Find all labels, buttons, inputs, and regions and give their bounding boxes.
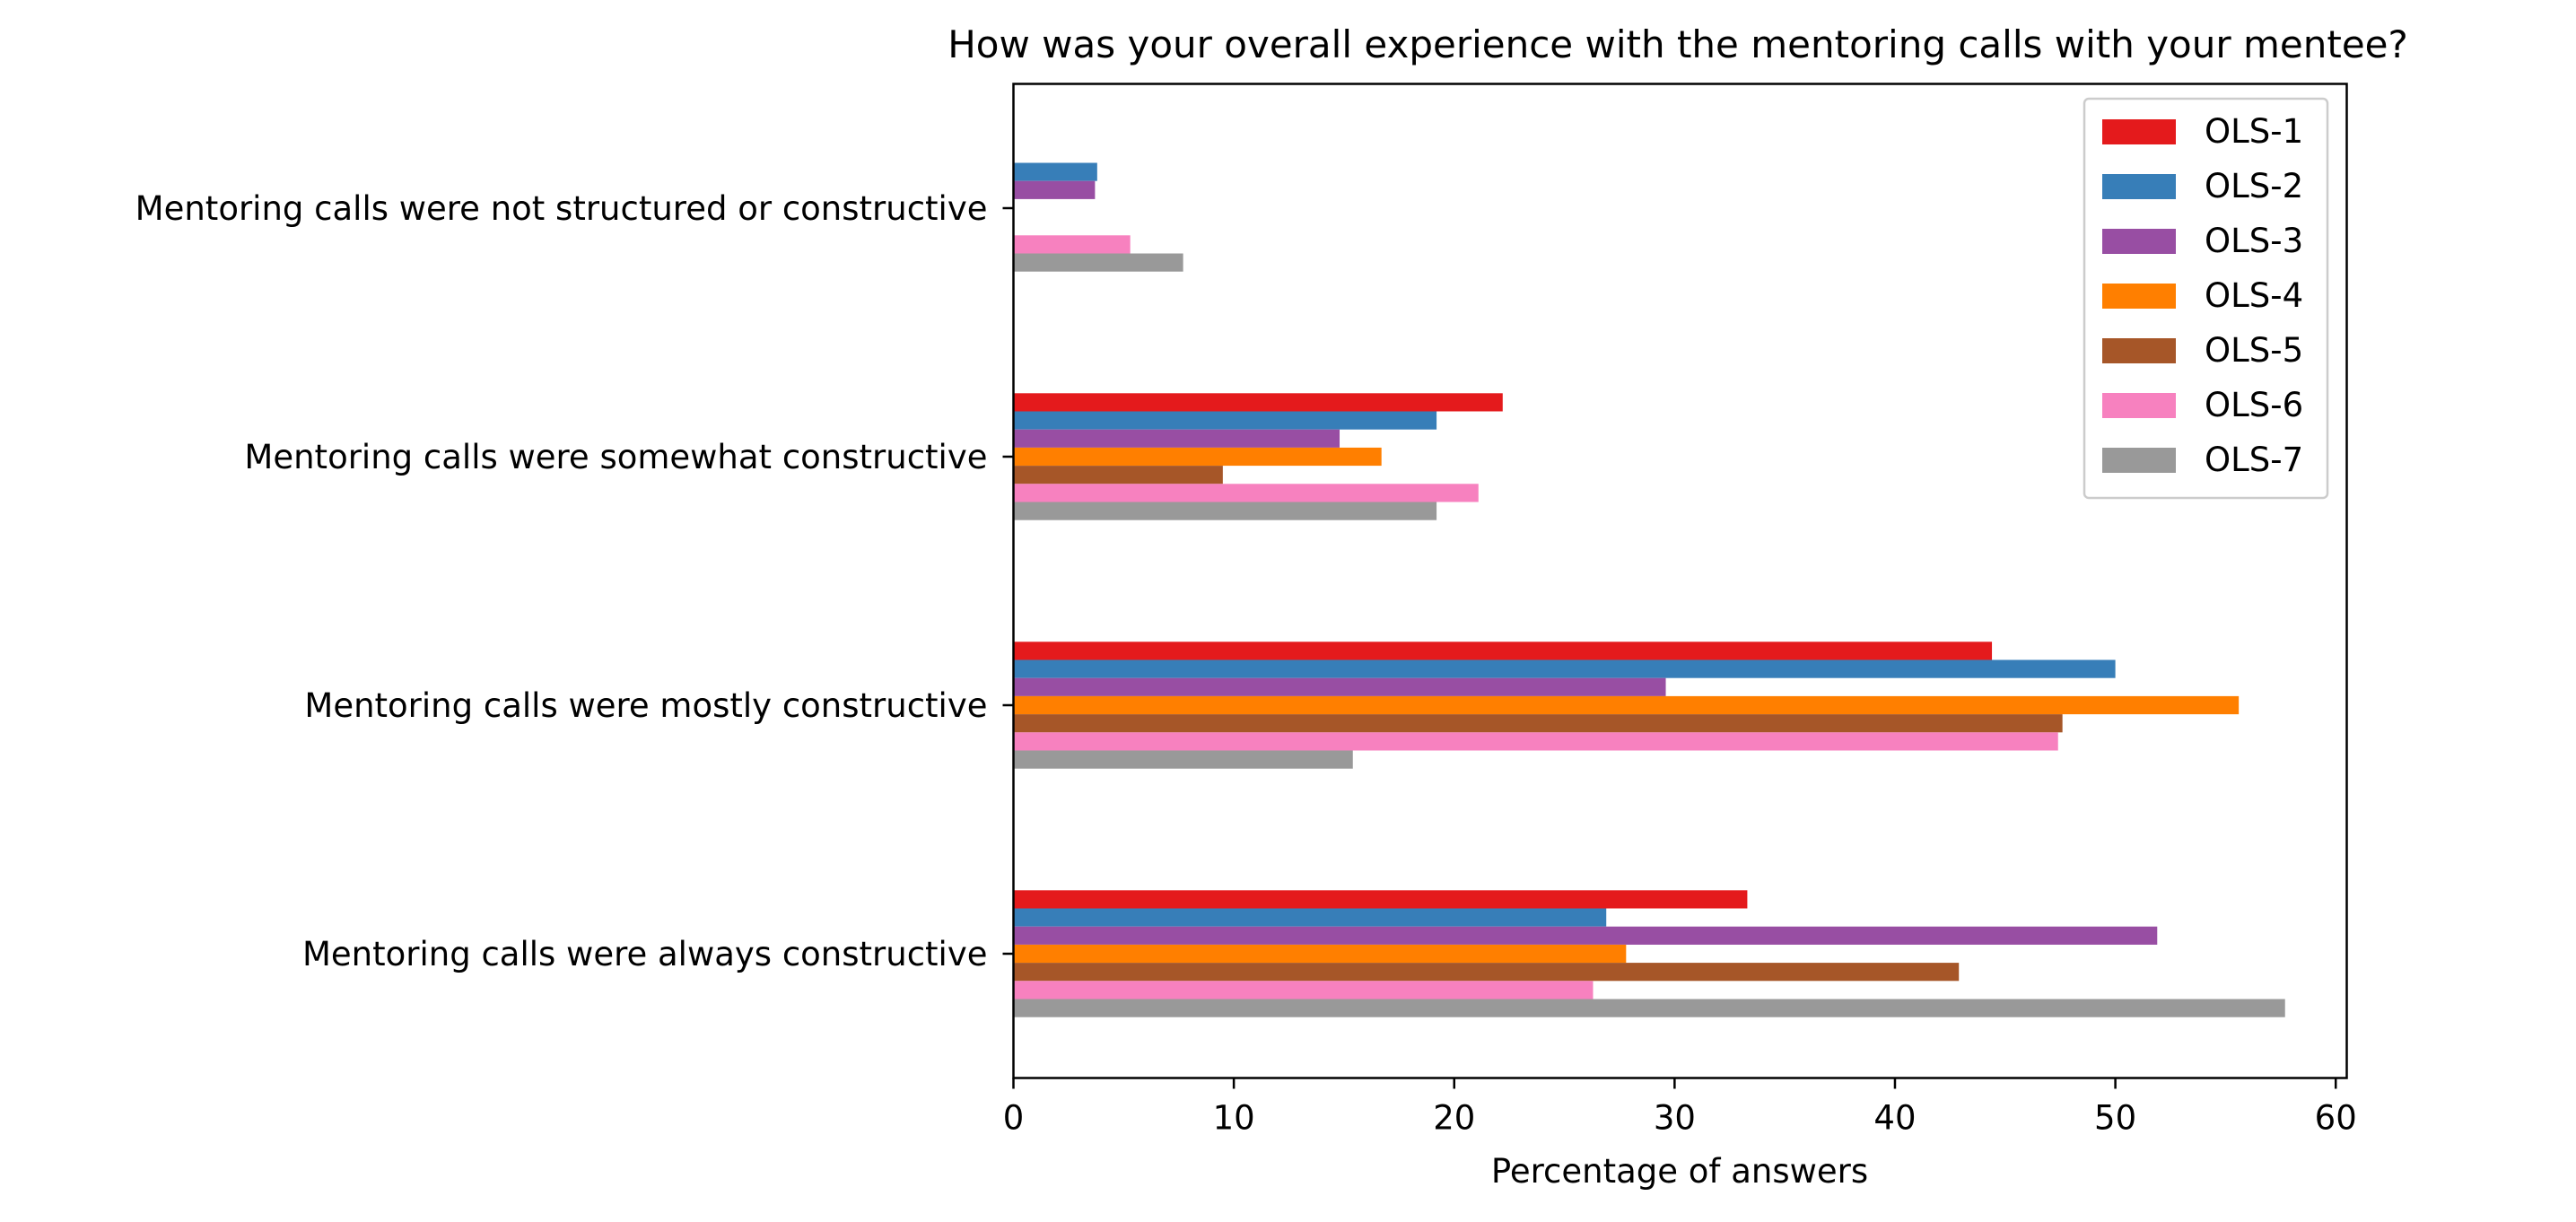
- legend-label-ols-6: OLS-6: [2205, 386, 2303, 424]
- y-tick-label-3: Mentoring calls were not structured or c…: [135, 189, 988, 228]
- bar-ols-5-cat-2: [1013, 466, 1223, 484]
- bar-ols-2-cat-3: [1013, 162, 1097, 181]
- bar-ols-5-cat-0: [1013, 963, 1960, 982]
- legend-swatch-ols-5: [2102, 338, 2176, 363]
- bar-ols-6-cat-1: [1013, 732, 2058, 751]
- bar-ols-4-cat-0: [1013, 944, 1627, 964]
- bars-group: [1013, 162, 2285, 1017]
- bar-ols-4-cat-2: [1013, 447, 1382, 467]
- bar-ols-2-cat-2: [1013, 411, 1437, 430]
- legend-swatch-ols-3: [2102, 229, 2176, 254]
- x-tick-label-6: 60: [2315, 1099, 2357, 1138]
- y-tick-label-2: Mentoring calls were somewhat constructi…: [244, 438, 987, 476]
- bar-ols-6-cat-3: [1013, 235, 1131, 254]
- bar-ols-7-cat-0: [1013, 999, 2285, 1017]
- legend-label-ols-3: OLS-3: [2205, 222, 2303, 260]
- bar-ols-2-cat-0: [1013, 908, 1607, 927]
- legend-swatch-ols-4: [2102, 284, 2176, 309]
- bar-ols-6-cat-2: [1013, 484, 1479, 502]
- x-tick-label-1: 10: [1213, 1099, 1255, 1138]
- legend-swatch-ols-2: [2102, 174, 2176, 199]
- legend-swatch-ols-7: [2102, 448, 2176, 473]
- bar-ols-7-cat-2: [1013, 502, 1437, 520]
- plot-frame: [1012, 83, 2348, 1079]
- bar-ols-3-cat-0: [1013, 926, 2158, 945]
- y-tick-label-0: Mentoring calls were always constructive: [302, 935, 988, 973]
- legend-swatch-ols-1: [2102, 119, 2176, 144]
- legend-label-ols-5: OLS-5: [2205, 331, 2303, 370]
- x-axis: 0 10 20 30 40 50 60: [1003, 1078, 2357, 1138]
- y-axis: Mentoring calls were always constructive…: [135, 189, 1014, 973]
- x-tick-label-0: 0: [1003, 1099, 1025, 1138]
- x-tick-label-4: 40: [1873, 1099, 1916, 1138]
- x-tick-label-3: 30: [1654, 1099, 1696, 1138]
- legend-label-ols-7: OLS-7: [2205, 441, 2303, 479]
- legend: OLS-1 OLS-2 OLS-3 OLS-4 OLS-5 OLS-6 OLS-7: [2083, 97, 2329, 500]
- bar-ols-3-cat-2: [1013, 429, 1340, 448]
- bar-ols-2-cat-1: [1013, 659, 2116, 678]
- chart-title: How was your overall experience with the…: [947, 22, 2408, 66]
- legend-label-ols-2: OLS-2: [2205, 167, 2303, 205]
- x-tick-label-5: 50: [2094, 1099, 2136, 1138]
- bar-ols-5-cat-1: [1013, 714, 2063, 733]
- bar-ols-3-cat-1: [1013, 677, 1666, 696]
- bar-ols-6-cat-0: [1013, 981, 1594, 999]
- legend-label-ols-1: OLS-1: [2205, 112, 2303, 151]
- x-tick-label-2: 20: [1433, 1099, 1475, 1138]
- legend-swatch-ols-6: [2102, 393, 2176, 418]
- legend-label-ols-4: OLS-4: [2205, 276, 2303, 315]
- y-tick-label-1: Mentoring calls were mostly constructive: [304, 686, 987, 725]
- bar-ols-1-cat-1: [1013, 642, 1993, 660]
- bar-ols-1-cat-0: [1013, 890, 1748, 909]
- bar-ols-3-cat-3: [1013, 180, 1096, 199]
- bar-ols-7-cat-3: [1013, 253, 1183, 272]
- bar-ols-1-cat-2: [1013, 393, 1503, 412]
- x-axis-label: Percentage of answers: [1491, 1152, 1868, 1191]
- bar-ols-7-cat-1: [1013, 750, 1353, 769]
- bar-ols-4-cat-1: [1013, 695, 2240, 715]
